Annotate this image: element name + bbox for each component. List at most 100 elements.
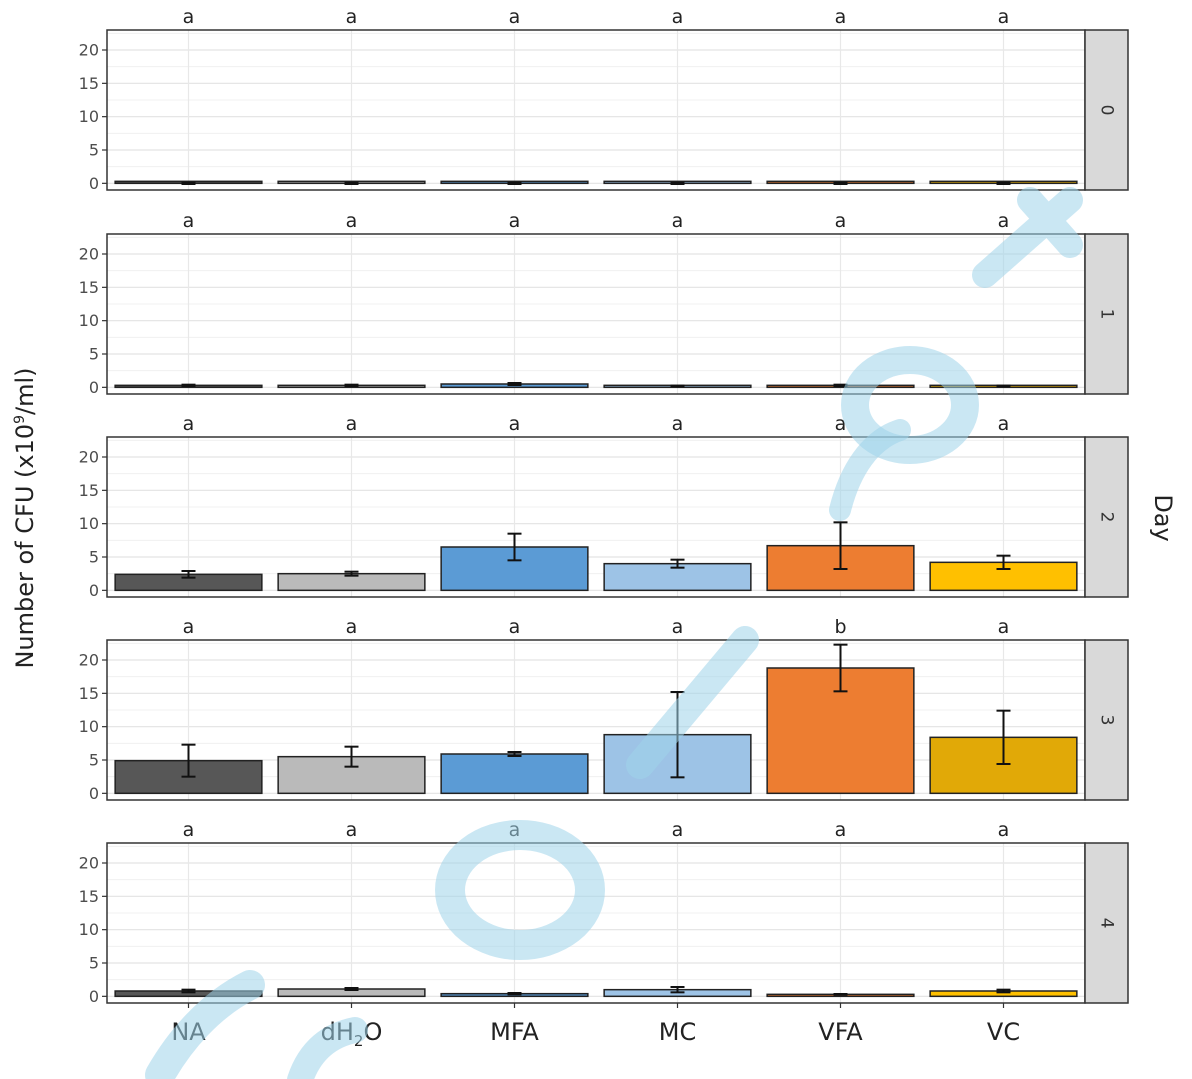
y-tick-label: 0 bbox=[89, 174, 99, 193]
error-bar bbox=[670, 986, 685, 994]
x-category-label: VFA bbox=[818, 1018, 863, 1046]
error-bar bbox=[833, 993, 848, 996]
error-bar bbox=[507, 532, 522, 562]
error-bar bbox=[344, 383, 359, 387]
significance-letter: a bbox=[509, 413, 521, 435]
y-tick-label: 15 bbox=[79, 74, 99, 93]
y-tick-label: 5 bbox=[89, 751, 99, 770]
y-tick-label: 10 bbox=[79, 514, 99, 533]
y-axis-title-main: Number of CFU (x10 bbox=[11, 424, 39, 669]
panel-day-2: a a a a a a 0 5 10 15 20 2 bbox=[79, 413, 1129, 600]
significance-letter: a bbox=[183, 6, 195, 28]
y-tick-label: 20 bbox=[79, 245, 99, 264]
panel-background bbox=[107, 30, 1085, 190]
y-tick-label: 15 bbox=[79, 278, 99, 297]
y-tick-label: 20 bbox=[79, 448, 99, 467]
y-axis-title: Number of CFU (x109/ml) bbox=[11, 367, 39, 668]
significance-letter: a bbox=[998, 413, 1010, 435]
bar-vfa bbox=[766, 667, 915, 795]
significance-letter: a bbox=[183, 819, 195, 841]
facet-strip bbox=[1084, 639, 1129, 801]
significance-letter: a bbox=[672, 210, 684, 232]
significance-letter: a bbox=[835, 413, 847, 435]
facet-strip bbox=[1084, 436, 1129, 598]
panel-day-1: a a a a a a 0 5 10 15 20 1 bbox=[79, 210, 1129, 397]
significance-letter: a bbox=[835, 210, 847, 232]
significance-letter: a bbox=[998, 6, 1010, 28]
facet-strip bbox=[1084, 233, 1129, 395]
panel-day-4: a a a a a a 0 5 10 15 20 4 bbox=[79, 819, 1129, 1008]
panel-day-3: a a a a b a 0 5 10 15 20 3 bbox=[79, 616, 1129, 803]
x-axis-category-labels: NA dH2O MFA MC VFA VC bbox=[171, 1018, 1020, 1050]
error-bar bbox=[344, 987, 359, 991]
significance-letter: a bbox=[183, 413, 195, 435]
error-bar bbox=[833, 521, 848, 570]
significance-letter: a bbox=[346, 819, 358, 841]
y-tick-label: 10 bbox=[79, 920, 99, 939]
error-bar bbox=[181, 570, 196, 579]
significance-letter: a bbox=[346, 6, 358, 28]
facet-axis-title: Day bbox=[1149, 494, 1177, 541]
x-category-label: MC bbox=[659, 1018, 696, 1046]
significance-letter: a bbox=[183, 616, 195, 638]
error-bar bbox=[996, 181, 1011, 185]
facet-strip-label: 0 bbox=[1097, 105, 1117, 116]
significance-letter: a bbox=[672, 616, 684, 638]
significance-letter: a bbox=[346, 210, 358, 232]
significance-letter: a bbox=[183, 210, 195, 232]
x-category-label: NA bbox=[171, 1018, 206, 1046]
y-tick-label: 5 bbox=[89, 141, 99, 160]
significance-letter: a bbox=[998, 819, 1010, 841]
y-tick-label: 0 bbox=[89, 987, 99, 1006]
y-tick-label: 0 bbox=[89, 378, 99, 397]
error-bar bbox=[507, 382, 522, 386]
y-tick-label: 15 bbox=[79, 684, 99, 703]
error-bar bbox=[996, 384, 1011, 388]
significance-letter: a bbox=[509, 210, 521, 232]
bar-mfa bbox=[440, 753, 589, 795]
error-bar bbox=[996, 709, 1011, 765]
significance-letter: a bbox=[835, 6, 847, 28]
facet-strip-label: 4 bbox=[1097, 918, 1117, 929]
y-tick-label: 0 bbox=[89, 581, 99, 600]
y-tick-label: 15 bbox=[79, 887, 99, 906]
error-bar bbox=[996, 988, 1011, 994]
error-bar bbox=[833, 383, 848, 387]
y-tick-label: 5 bbox=[89, 954, 99, 973]
error-bar bbox=[833, 181, 848, 185]
significance-letter: a bbox=[346, 616, 358, 638]
y-axis-title-tail: /ml) bbox=[11, 367, 39, 415]
significance-letter: a bbox=[509, 819, 521, 841]
error-bar bbox=[181, 181, 196, 185]
x-category-label: dH2O bbox=[321, 1018, 383, 1050]
error-bar bbox=[670, 558, 685, 569]
error-bar bbox=[344, 570, 359, 577]
y-tick-label: 5 bbox=[89, 548, 99, 567]
error-bar bbox=[181, 743, 196, 778]
y-tick-label: 10 bbox=[79, 717, 99, 736]
facet-strip-label: 3 bbox=[1097, 715, 1117, 726]
panel-day-0: a a a a a a 0 5 10 15 20 0 bbox=[79, 6, 1129, 193]
error-bar bbox=[181, 383, 196, 387]
y-tick-label: 0 bbox=[89, 784, 99, 803]
significance-letter: a bbox=[672, 413, 684, 435]
facet-strip-label: 2 bbox=[1097, 512, 1117, 523]
significance-letter: a bbox=[509, 616, 521, 638]
error-bar bbox=[507, 181, 522, 185]
bar-vc bbox=[929, 561, 1078, 592]
error-bar bbox=[507, 992, 522, 996]
panel-background bbox=[107, 640, 1085, 800]
significance-letter: a bbox=[346, 413, 358, 435]
error-bar bbox=[833, 643, 848, 693]
y-tick-label: 15 bbox=[79, 481, 99, 500]
facet-strip bbox=[1084, 842, 1129, 1004]
significance-letter: a bbox=[509, 6, 521, 28]
y-tick-label: 10 bbox=[79, 311, 99, 330]
y-tick-label: 10 bbox=[79, 107, 99, 126]
significance-letter: a bbox=[672, 819, 684, 841]
panel-background bbox=[107, 843, 1085, 1003]
x-category-label: VC bbox=[987, 1018, 1020, 1046]
error-bar bbox=[996, 554, 1011, 570]
y-axis-title-superscript: 9 bbox=[12, 415, 28, 424]
